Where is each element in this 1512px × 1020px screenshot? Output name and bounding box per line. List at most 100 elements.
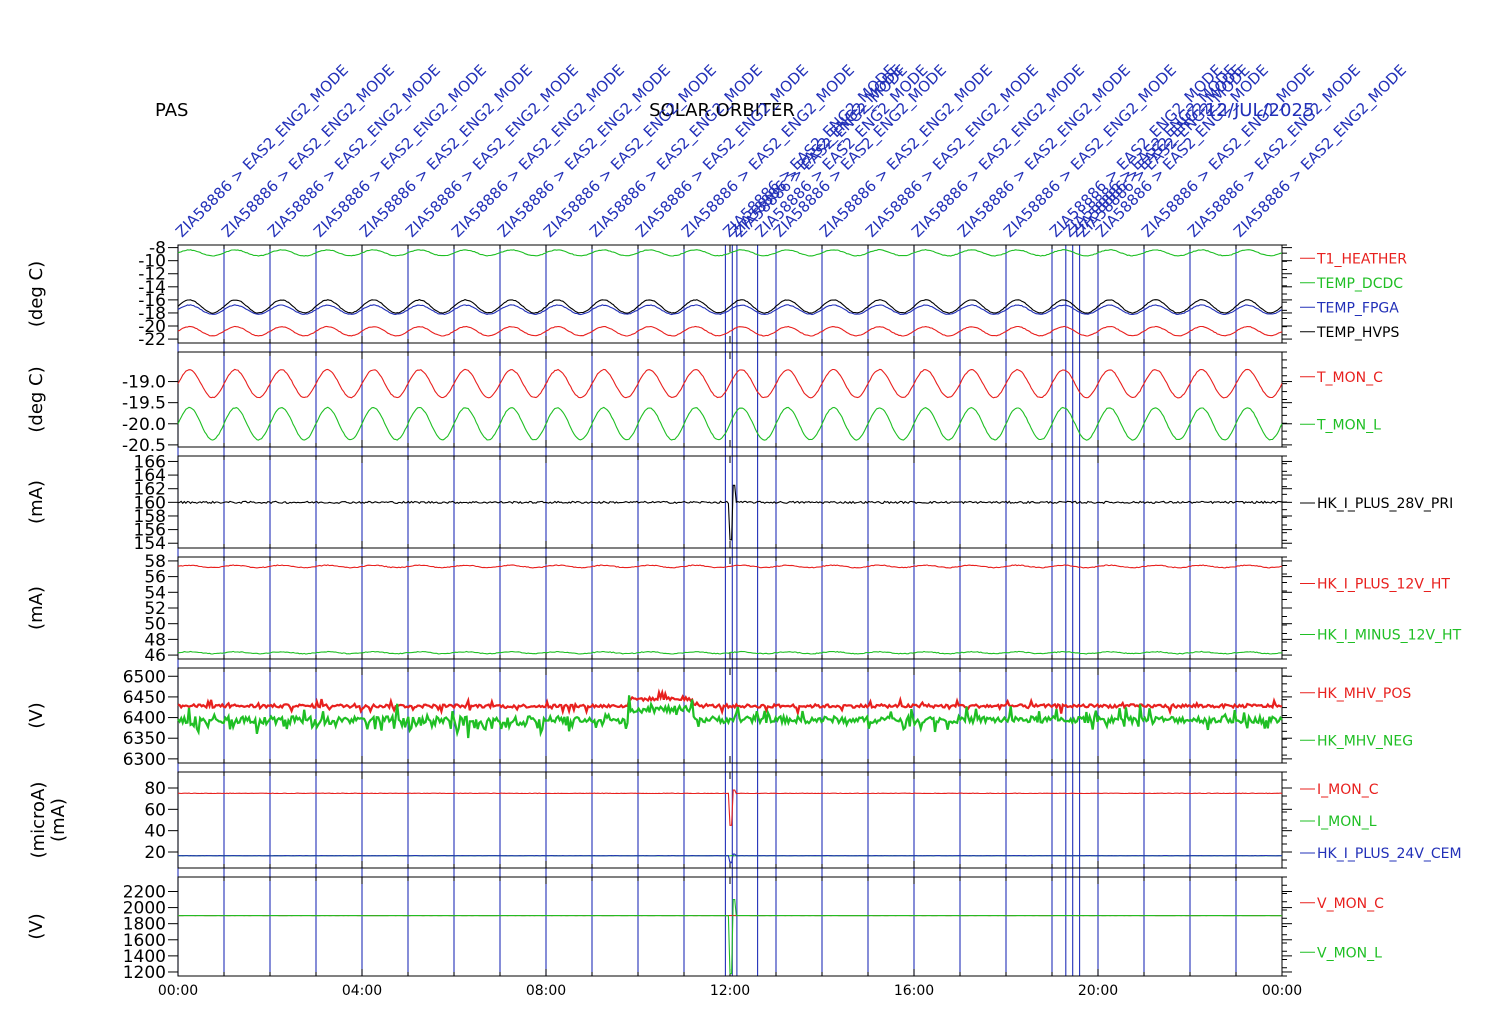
- y-tick-label: 154: [134, 534, 166, 554]
- y-tick-label: 162: [134, 480, 166, 500]
- series-label: I_MON_L: [1317, 814, 1377, 830]
- y-axis-label: (V): [26, 702, 47, 728]
- x-tick-label: 00:00: [1262, 983, 1302, 999]
- series-label: TEMP_FPGA: [1316, 300, 1399, 316]
- series-label: T1_HEATHER: [1316, 251, 1407, 267]
- y-tick-label: 80: [144, 779, 166, 799]
- series-i_mon_c: [177, 789, 1283, 826]
- x-tick-label: 12:00: [710, 983, 750, 999]
- y-tick-label: -18: [138, 304, 166, 324]
- y-tick-label: 166: [134, 452, 166, 472]
- y-tick-label: 52: [144, 599, 166, 619]
- y-tick-label: 1800: [123, 915, 166, 935]
- series-t1_heather: [177, 325, 1283, 337]
- time-axis: 00:00 04:00 08:00 12:00 16:00 20:00 00:00: [158, 983, 1302, 999]
- y-tick-label: -12: [138, 265, 166, 285]
- y-tick-label: 2000: [123, 899, 166, 919]
- y-tick-label: 158: [134, 507, 166, 527]
- y-tick-label: 60: [144, 800, 166, 820]
- y-axis-label: (mA): [26, 480, 47, 524]
- series-label: HK_I_PLUS_24V_CEM: [1317, 846, 1462, 862]
- panel-2: -19.0-19.5-20.0-20.5 (deg C) T_MON_C T_MON_…: [26, 351, 1383, 456]
- y-tick-label: -14: [138, 278, 166, 298]
- y-tick-label: 20: [144, 843, 166, 863]
- series-label: V_MON_L: [1317, 945, 1382, 961]
- header-mission: SOLAR ORBITER: [649, 100, 795, 121]
- y-tick-label: 1600: [123, 931, 166, 951]
- y-tick-label: 1400: [123, 947, 166, 967]
- x-tick-label: 00:00: [158, 983, 198, 999]
- y-tick-label: -16: [138, 291, 166, 311]
- y-tick-label: 40: [144, 822, 166, 842]
- series-hk_mhv_pos: [177, 688, 1282, 718]
- y-tick-label: -19.0: [122, 373, 166, 393]
- y-axis-label: (mA): [26, 586, 47, 630]
- panel-frame: [177, 667, 1283, 764]
- y-tick-label: 160: [134, 493, 166, 513]
- series-label: HK_MHV_POS: [1317, 686, 1411, 702]
- series-t_mon_c: [177, 368, 1283, 399]
- y-tick-label: -8: [149, 239, 166, 259]
- series-hk_mhv_neg: [177, 695, 1283, 739]
- y-tick-label: -20.0: [122, 415, 166, 435]
- panel-frame: [177, 556, 1283, 660]
- y-tick-label: 54: [144, 583, 166, 603]
- y-tick-label: 6450: [123, 688, 166, 708]
- series-hk_i_plus_24v_cem: [178, 853, 1282, 864]
- series-label: HK_I_PLUS_12V_HT: [1317, 577, 1450, 593]
- series-label: TEMP_DCDC: [1316, 276, 1403, 292]
- series-hk_i_plus_28v_pri: [177, 484, 1283, 541]
- y-tick-label: 6400: [123, 709, 166, 729]
- y-tick-label: -22: [138, 330, 166, 350]
- series-hk_i_plus_12v_ht: [177, 564, 1283, 569]
- series-label: V_MON_C: [1317, 896, 1384, 912]
- y-tick-label: 156: [134, 521, 166, 541]
- series-label: HK_I_MINUS_12V_HT: [1317, 628, 1462, 644]
- y-tick-label: -10: [138, 252, 166, 272]
- x-tick-label: 16:00: [894, 983, 934, 999]
- y-tick-label: 1200: [123, 963, 166, 983]
- y-axis-label: (mA): [48, 798, 69, 842]
- x-tick-label: 04:00: [342, 983, 382, 999]
- y-axis-label: (deg C): [26, 366, 47, 432]
- y-tick-label: 6300: [123, 750, 166, 770]
- header-date: 12/JUL/2025: [1205, 100, 1314, 121]
- y-tick-label: 46: [144, 646, 166, 666]
- y-tick-label: 6350: [123, 729, 166, 749]
- y-tick-label: 6500: [123, 667, 166, 687]
- series-v_mon_l: [177, 898, 1282, 975]
- y-tick-label: -20.5: [122, 436, 166, 456]
- y-tick-label: -19.5: [122, 394, 166, 414]
- series-label: TEMP_HVPS: [1316, 325, 1399, 341]
- x-tick-label: 08:00: [526, 983, 566, 999]
- event-lines: [177, 245, 1237, 976]
- y-axis-label: (deg C): [26, 261, 47, 327]
- series-t_mon_l: [177, 406, 1283, 441]
- y-tick-label: 164: [134, 466, 166, 486]
- header-instrument: PAS: [155, 100, 188, 121]
- series-hk_i_minus_12v_ht: [177, 650, 1283, 655]
- y-tick-label: 50: [144, 615, 166, 635]
- panel-1: -8-10-12-14-16-18-20-22 (deg C) T1_HEATHER…: [26, 239, 1407, 350]
- y-tick-label: 58: [144, 552, 166, 572]
- y-tick-label: 2200: [123, 882, 166, 902]
- series-label: HK_I_PLUS_28V_PRI: [1317, 496, 1453, 512]
- series-temp_fpga: [177, 304, 1283, 316]
- y-axis-label: (V): [26, 913, 47, 939]
- series-label: I_MON_C: [1317, 782, 1379, 798]
- y-tick-label: 56: [144, 568, 166, 588]
- y-tick-label: 48: [144, 630, 166, 650]
- panels: -8-10-12-14-16-18-20-22 (deg C) T1_HEATHER…: [26, 239, 1462, 983]
- y-axis-label: (microA): [28, 782, 49, 859]
- series-label: T_MON_L: [1316, 417, 1381, 433]
- series-label: T_MON_C: [1316, 370, 1383, 386]
- x-tick-label: 20:00: [1078, 983, 1118, 999]
- series-label: HK_MHV_NEG: [1317, 733, 1413, 749]
